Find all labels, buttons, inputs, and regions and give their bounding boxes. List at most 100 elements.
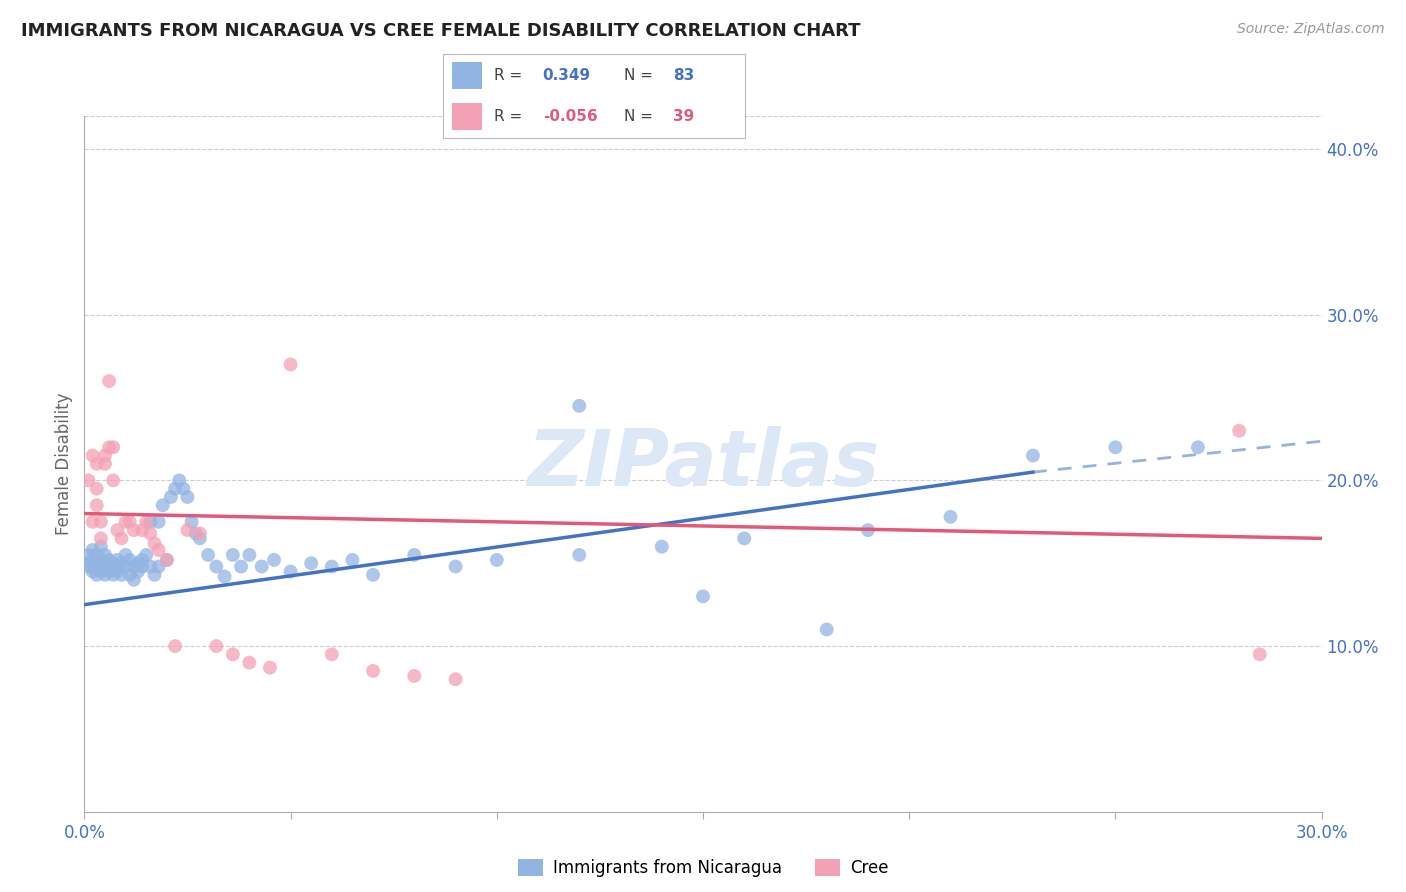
Point xyxy=(103,556,125,570)
Point xyxy=(156,553,179,567)
Point xyxy=(139,559,162,574)
Point xyxy=(103,567,125,582)
Point xyxy=(131,559,153,574)
Point xyxy=(94,556,117,570)
Point xyxy=(280,358,302,372)
Point xyxy=(197,548,219,562)
Point xyxy=(733,532,755,546)
Text: 39: 39 xyxy=(672,109,695,124)
Point xyxy=(98,374,121,388)
Point xyxy=(229,559,252,574)
Point xyxy=(321,559,343,574)
Point xyxy=(77,548,100,562)
Point xyxy=(98,559,121,574)
Point xyxy=(1227,424,1250,438)
Point xyxy=(105,559,128,574)
Point xyxy=(444,559,467,574)
Point xyxy=(82,515,104,529)
Point xyxy=(321,648,343,662)
Point xyxy=(214,569,236,583)
Point xyxy=(86,567,108,582)
Point xyxy=(86,457,108,471)
Point xyxy=(148,543,170,558)
Point xyxy=(135,515,157,529)
Point xyxy=(103,474,125,488)
Point xyxy=(939,509,962,524)
Point xyxy=(259,660,281,674)
Legend: Immigrants from Nicaragua, Cree: Immigrants from Nicaragua, Cree xyxy=(510,852,896,883)
Point xyxy=(156,553,179,567)
Point xyxy=(160,490,183,504)
Text: -0.056: -0.056 xyxy=(543,109,598,124)
Point xyxy=(568,399,591,413)
Point xyxy=(118,515,141,529)
Point xyxy=(188,526,211,541)
Point xyxy=(110,556,132,570)
Point xyxy=(105,553,128,567)
Point xyxy=(86,556,108,570)
Text: IMMIGRANTS FROM NICARAGUA VS CREE FEMALE DISABILITY CORRELATION CHART: IMMIGRANTS FROM NICARAGUA VS CREE FEMALE… xyxy=(21,22,860,40)
Point xyxy=(114,548,136,562)
Point xyxy=(98,553,121,567)
Point xyxy=(77,474,100,488)
Text: 83: 83 xyxy=(672,68,695,83)
Point xyxy=(82,543,104,558)
Point xyxy=(127,556,149,570)
Point xyxy=(131,553,153,567)
Point xyxy=(152,498,174,512)
Text: ZIPatlas: ZIPatlas xyxy=(527,425,879,502)
Point xyxy=(86,482,108,496)
Point xyxy=(148,559,170,574)
Point xyxy=(118,553,141,567)
Y-axis label: Female Disability: Female Disability xyxy=(55,392,73,535)
Point xyxy=(131,523,153,537)
Point xyxy=(651,540,673,554)
Point xyxy=(90,515,112,529)
Point xyxy=(105,523,128,537)
Point xyxy=(485,553,508,567)
Point xyxy=(1104,440,1126,454)
Point xyxy=(143,567,166,582)
Point xyxy=(139,526,162,541)
Point xyxy=(404,669,426,683)
Text: 0.349: 0.349 xyxy=(543,68,591,83)
Point xyxy=(222,648,245,662)
Point xyxy=(856,523,879,537)
Point xyxy=(77,559,100,574)
Point xyxy=(77,556,100,570)
Point xyxy=(98,440,121,454)
Text: N =: N = xyxy=(624,68,654,83)
Point xyxy=(135,548,157,562)
Point xyxy=(139,515,162,529)
Point xyxy=(263,553,285,567)
Text: N =: N = xyxy=(624,109,654,124)
Point xyxy=(361,664,384,678)
Point xyxy=(94,559,117,574)
Point xyxy=(118,567,141,582)
Point xyxy=(82,559,104,574)
Point xyxy=(94,567,117,582)
Point xyxy=(143,536,166,550)
Point xyxy=(82,565,104,579)
Point xyxy=(90,540,112,554)
Bar xyxy=(451,62,482,89)
Bar xyxy=(451,103,482,130)
Point xyxy=(165,639,187,653)
Point xyxy=(90,565,112,579)
Point xyxy=(127,565,149,579)
Point xyxy=(299,556,322,570)
Point xyxy=(94,457,117,471)
Point xyxy=(98,565,121,579)
Point xyxy=(122,573,145,587)
Point xyxy=(692,590,714,604)
Point xyxy=(342,553,364,567)
Point xyxy=(110,567,132,582)
Point xyxy=(176,523,198,537)
Point xyxy=(176,490,198,504)
Point xyxy=(82,449,104,463)
Point xyxy=(205,559,228,574)
Point xyxy=(1022,449,1045,463)
Point xyxy=(94,548,117,562)
Point xyxy=(361,567,384,582)
Point xyxy=(238,656,260,670)
